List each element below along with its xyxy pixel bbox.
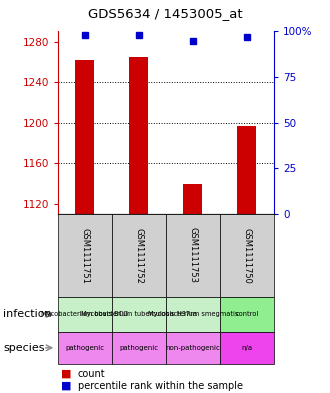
Text: GSM1111750: GSM1111750 <box>242 228 251 283</box>
Bar <box>183 184 202 214</box>
Bar <box>75 60 94 214</box>
Text: percentile rank within the sample: percentile rank within the sample <box>78 381 243 391</box>
Text: Mycobacterium smegmatis: Mycobacterium smegmatis <box>148 311 238 318</box>
Text: GSM1111752: GSM1111752 <box>134 228 143 283</box>
Text: pathogenic: pathogenic <box>119 345 158 351</box>
Text: GSM1111751: GSM1111751 <box>80 228 89 283</box>
Text: species: species <box>3 343 45 353</box>
Text: control: control <box>235 311 258 318</box>
Text: ■: ■ <box>61 369 72 379</box>
Bar <box>129 57 148 214</box>
Text: Mycobacterium tuberculosis H37ra: Mycobacterium tuberculosis H37ra <box>81 311 197 318</box>
Text: non-pathogenic: non-pathogenic <box>165 345 220 351</box>
Text: infection: infection <box>3 309 52 320</box>
Text: Mycobacterium bovis BCG: Mycobacterium bovis BCG <box>41 311 128 318</box>
Text: count: count <box>78 369 105 379</box>
Text: pathogenic: pathogenic <box>65 345 104 351</box>
Bar <box>237 126 256 214</box>
Text: n/a: n/a <box>241 345 252 351</box>
Text: GSM1111753: GSM1111753 <box>188 228 197 283</box>
Text: ■: ■ <box>61 381 72 391</box>
Text: GDS5634 / 1453005_at: GDS5634 / 1453005_at <box>88 7 242 20</box>
